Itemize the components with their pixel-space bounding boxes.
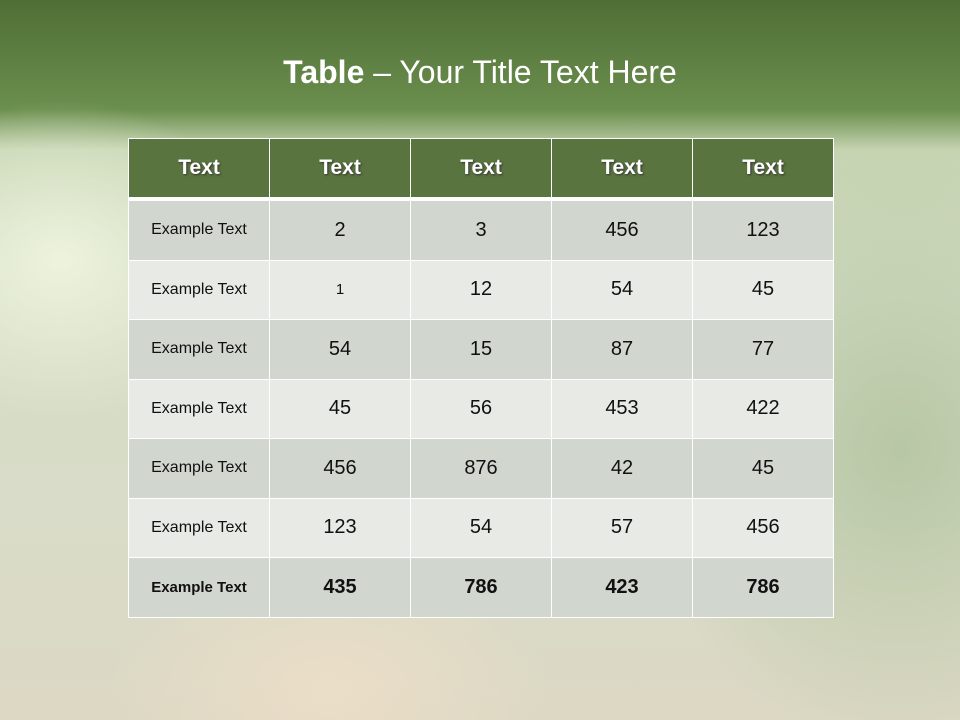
table-cell: 456 [551, 198, 693, 261]
header-row: Text Text Text Text Text [128, 138, 834, 201]
table-row: Example Text 456 876 42 45 [128, 438, 834, 499]
table-cell: 54 [551, 259, 693, 320]
table-cell: 786 [410, 557, 552, 618]
row-label: Example Text [128, 319, 270, 380]
table-row: Example Text 2 3 456 123 [128, 198, 834, 261]
row-label: Example Text [128, 497, 270, 558]
table-cell: 435 [269, 557, 411, 618]
table-row: Example Text 123 54 57 456 [128, 497, 834, 558]
table-cell: 123 [692, 198, 834, 261]
column-header: Text [410, 138, 552, 201]
table-row: Example Text 1 12 54 45 [128, 259, 834, 320]
table-cell: 12 [410, 259, 552, 320]
row-label: Example Text [128, 438, 270, 499]
column-header: Text [269, 138, 411, 201]
table-cell: 15 [410, 319, 552, 380]
title-rest: – Your Title Text Here [364, 54, 677, 90]
table-cell: 3 [410, 198, 552, 261]
row-label: Example Text [128, 557, 270, 618]
table-cell: 45 [269, 378, 411, 439]
table-cell: 2 [269, 198, 411, 261]
table-cell: 456 [269, 438, 411, 499]
table-row: Example Text 435 786 423 786 [128, 557, 834, 618]
table-cell: 422 [692, 378, 834, 439]
table-cell: 423 [551, 557, 693, 618]
slide-title: Table – Your Title Text Here [0, 54, 960, 91]
table-cell: 456 [692, 497, 834, 558]
table-cell: 54 [269, 319, 411, 380]
table-cell: 56 [410, 378, 552, 439]
table-cell: 786 [692, 557, 834, 618]
title-bold: Table [283, 54, 365, 90]
data-table: Text Text Text Text Text Example Text 2 3 4… [128, 138, 834, 618]
table-cell: 876 [410, 438, 552, 499]
table-cell: 87 [551, 319, 693, 380]
column-header: Text [128, 138, 270, 201]
table-cell: 45 [692, 259, 834, 320]
table-cell: 453 [551, 378, 693, 439]
table-cell: 45 [692, 438, 834, 499]
table-row: Example Text 54 15 87 77 [128, 319, 834, 380]
table-cell: 54 [410, 497, 552, 558]
table-cell: 42 [551, 438, 693, 499]
table-cell: 1 [269, 259, 411, 320]
row-label: Example Text [128, 378, 270, 439]
table-cell: 57 [551, 497, 693, 558]
row-label: Example Text [128, 259, 270, 320]
table-cell: 77 [692, 319, 834, 380]
table-row: Example Text 45 56 453 422 [128, 378, 834, 439]
row-label: Example Text [128, 198, 270, 261]
table-cell: 123 [269, 497, 411, 558]
column-header: Text [692, 138, 834, 201]
column-header: Text [551, 138, 693, 201]
